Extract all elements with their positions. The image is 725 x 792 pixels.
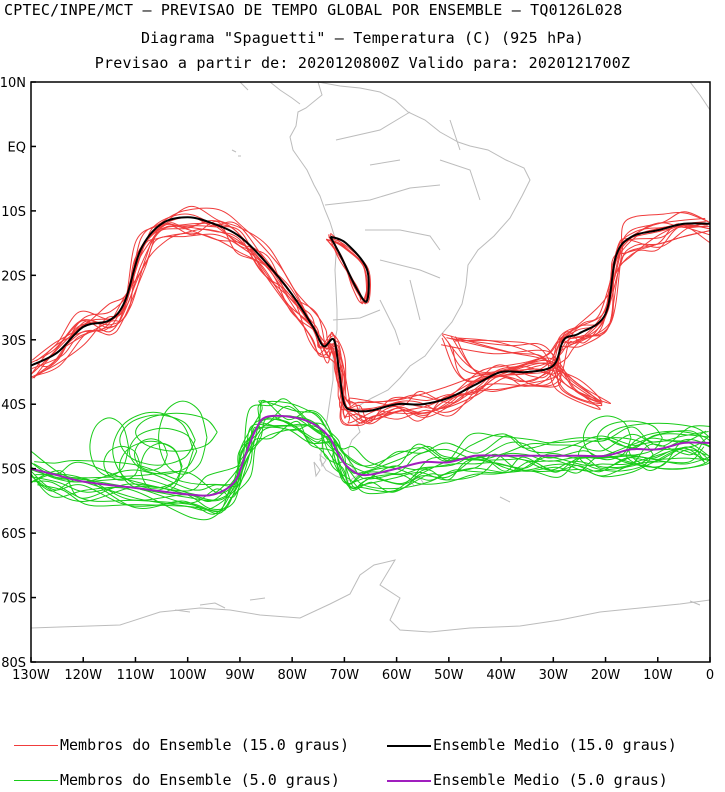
lat-tick-label: EQ <box>8 140 26 155</box>
green-member-loop-contour <box>135 412 218 452</box>
green-member-contour <box>31 429 707 511</box>
green-member-loop-contour <box>158 400 208 475</box>
black-ensemble-mean-andes <box>329 235 370 303</box>
legend-black-label: Ensemble Medio (15.0 graus) <box>433 736 677 754</box>
red-member-contour <box>35 219 706 422</box>
green-member-loop-contour <box>103 445 141 481</box>
legend-purple-mean: Ensemble Medio (5.0 graus) <box>387 771 668 789</box>
green-member-contour <box>31 420 710 513</box>
green-member-contour <box>31 423 710 503</box>
lon-tick-label: 130W <box>12 668 50 683</box>
legend-green-swatch <box>14 780 58 781</box>
map-frame <box>30 81 711 663</box>
legend-red-swatch <box>14 745 58 746</box>
lat-tick-label: 60S <box>1 527 26 542</box>
red-member-lobe-contour <box>447 339 603 404</box>
green-member-loop-contour <box>596 420 663 456</box>
map-title: CPTEC/INPE/MCT – PREVISAO DE TEMPO GLOBA… <box>4 1 623 19</box>
lon-tick-label: 70W <box>330 668 360 683</box>
legend-green-members: Membros do Ensemble (5.0 graus) <box>14 771 340 789</box>
green-member-loop-contour <box>607 422 709 451</box>
green-member-contour <box>34 418 710 504</box>
green-member-contour <box>34 400 709 486</box>
lon-tick-label: 90W <box>225 668 255 683</box>
green-member-loop-contour <box>582 415 632 461</box>
antarctic-islands <box>174 597 701 613</box>
lon-tick-label: 110W <box>117 668 155 683</box>
red-member-lobe-contour <box>441 334 611 405</box>
longitude-axis: 130W 120W 110W 100W 90W 80W 70W 60W 50W 40W 30W 20W… <box>12 657 714 683</box>
red-member-contour <box>31 230 710 411</box>
red-member-contour <box>31 213 710 419</box>
legend-red-label: Membros do Ensemble (15.0 graus) <box>60 736 349 754</box>
lat-tick-label: 70S <box>1 592 26 607</box>
red-member-contour <box>31 222 710 423</box>
black-ensemble-mean <box>31 216 710 413</box>
lat-tick-label: 40S <box>1 398 26 413</box>
green-member-loop-contour <box>112 411 194 489</box>
lat-tick-label: 50S <box>1 463 26 478</box>
legend-red-members: Membros do Ensemble (15.0 graus) <box>14 736 349 754</box>
lon-tick-label: 120W <box>64 668 102 683</box>
south-georgia-coast <box>499 496 511 503</box>
antarctica-coast <box>31 559 710 633</box>
lon-tick-label: 80W <box>277 668 307 683</box>
red-member-contour <box>35 205 709 407</box>
lat-tick-label: 30S <box>1 334 26 349</box>
green-member-loop-contour <box>119 440 183 492</box>
lon-tick-label: 40W <box>486 668 516 683</box>
green-member-contour <box>34 425 710 515</box>
latitude-axis: 10N EQ 10S 20S 30S 40S 50S 60S 70S 80S <box>0 76 36 671</box>
coastlines <box>31 82 710 633</box>
lon-tick-label: 20W <box>591 668 621 683</box>
green-member-contour <box>31 398 707 494</box>
green-member-contour <box>31 422 705 502</box>
red-ensemble-members <box>31 205 710 427</box>
red-member-contour <box>31 224 710 426</box>
red-member-andes-contour <box>328 232 368 305</box>
lon-tick-label: 100W <box>169 668 207 683</box>
green-member-loop-contour <box>89 417 130 477</box>
green-member-contour <box>31 415 705 501</box>
map-subtitle-dates: Previsao a partir de: 2020120800Z Valido… <box>94 54 631 72</box>
map-subtitle-variable: Diagrama "Spaguetti" – Temperatura (C) (… <box>140 29 585 47</box>
lat-tick-label: 80S <box>1 656 26 671</box>
legend-black-swatch <box>387 744 431 747</box>
lat-tick-label: 10N <box>0 76 26 91</box>
green-member-loop-contour <box>119 414 196 466</box>
green-member-contour <box>31 415 709 511</box>
country-borders <box>324 111 481 346</box>
galapagos <box>231 149 241 157</box>
green-member-loop-contour <box>128 427 198 475</box>
south-america-coast <box>289 82 531 482</box>
lon-tick-label: 30W <box>539 668 569 683</box>
red-member-contour <box>33 222 710 424</box>
green-member-loop-contour <box>133 438 168 471</box>
lon-tick-label: 60W <box>382 668 412 683</box>
patagonia-islands <box>313 453 327 478</box>
red-member-contour <box>33 222 708 427</box>
red-member-contour <box>32 225 710 415</box>
lon-tick-label: 0 <box>706 668 714 683</box>
lat-tick-label: 10S <box>1 205 26 220</box>
lon-tick-label: 10W <box>643 668 673 683</box>
legend-black-mean: Ensemble Medio (15.0 graus) <box>387 736 677 754</box>
red-member-contour <box>33 220 710 425</box>
legend-purple-swatch <box>387 779 431 782</box>
central-america-coast <box>239 82 301 105</box>
purple-ensemble-mean <box>31 414 710 497</box>
ensemble-means <box>31 216 710 497</box>
legend-green-label: Membros do Ensemble (5.0 graus) <box>60 771 340 789</box>
lon-tick-label: 50W <box>434 668 464 683</box>
legend-purple-label: Ensemble Medio (5.0 graus) <box>433 771 668 789</box>
red-member-contour <box>33 223 710 420</box>
lat-tick-label: 20S <box>1 269 26 284</box>
red-member-andes-contour <box>325 238 370 305</box>
africa-coast <box>689 82 710 111</box>
